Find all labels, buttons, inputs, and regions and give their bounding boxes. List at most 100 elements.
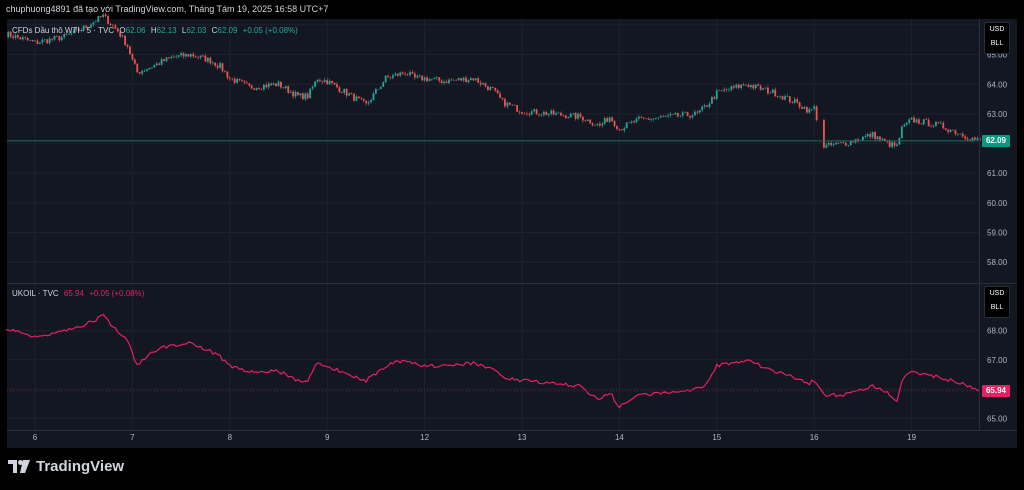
candle-body [126,44,129,47]
wti-c-value: 62.09 [217,26,238,35]
candle-body [506,102,509,107]
candle-body [832,144,835,146]
candle-body [131,54,134,60]
candle-body [747,84,750,88]
candle-body [684,112,687,113]
candle-body [355,96,358,101]
candle-body [757,84,760,86]
candle-body [180,53,182,56]
candle-body [155,63,158,66]
candle-body [499,93,501,98]
candle-body [564,115,567,119]
candle-body [68,33,70,35]
candle-body [932,125,935,127]
candle-body [701,106,704,111]
candle-body [676,112,679,117]
candle-body [7,31,10,38]
ukoil-unit-box[interactable]: USD BLL [984,286,1010,318]
candle-body [56,36,58,37]
candle-body [265,84,268,88]
candle-body [26,38,29,41]
candle-body [949,129,952,132]
tradingview-footer[interactable]: TradingView [8,458,124,475]
candle-body [163,59,165,62]
candle-body [513,105,516,106]
candle-body [652,118,655,120]
ukoil-legend[interactable]: UKOIL · TVC 65.94 +0.05 (+0.08%) [12,289,144,298]
candle-body [521,112,523,114]
candle-body [479,82,482,85]
candle-body [185,53,187,57]
candle-body [732,86,735,88]
candle-body [433,78,436,80]
candle-body [611,117,613,122]
candle-body [112,24,114,26]
chart-canvas[interactable]: 66.0065.0064.0063.0062.0061.0060.0059.00… [0,0,1024,450]
time-axis-label: 16 [810,433,819,442]
candle-body [9,31,12,37]
candle-body [767,87,769,94]
candle-body [384,75,387,83]
candle-body [63,34,66,38]
candle-body [245,82,248,84]
wti-legend[interactable]: CFDs Dầu thô WTI · 5 · TVC O62.06 H62.13… [12,26,298,35]
candle-body [830,142,833,146]
time-axis[interactable]: 6 7 8 9 12 13 14 15 16 19 [33,433,917,442]
candle-body [786,96,789,97]
candle-body [586,119,589,122]
candle-body [737,84,740,88]
candle-body [445,81,448,84]
candle-body [518,111,521,113]
candle-body [226,71,229,78]
candle-body [511,104,514,106]
candle-body [964,136,967,139]
candle-body [90,24,92,28]
wti-h-label: H [150,26,157,35]
candle-body [504,99,506,107]
candle-body [625,122,628,129]
candle-body [947,129,950,132]
candle-body [825,144,828,148]
candle-body [893,142,896,146]
candle-body [24,37,27,39]
candle-body [413,73,416,78]
ukoil-last-price-badge: 65.94 [982,384,1010,397]
candle-body [577,113,579,119]
candle-body [175,56,178,58]
candle-body [228,77,231,79]
candle-body [297,91,299,96]
candle-body [277,81,280,87]
time-axis-label: 8 [228,433,233,442]
candle-body [462,77,465,81]
candle-body [545,112,548,116]
candle-body [708,103,711,107]
candle-body [974,137,976,140]
candle-body [835,142,838,145]
candle-body [153,65,156,68]
candle-body [233,78,236,83]
candle-body [550,110,553,114]
wti-unit-measure: BLL [990,40,1004,47]
candle-body [168,57,170,59]
candle-body [740,84,743,88]
candle-body [43,39,46,41]
candle-body [38,42,41,44]
candle-body [942,122,945,129]
candle-body [686,112,689,116]
candle-body [862,136,864,141]
candle-body [791,101,794,103]
candle-body [357,96,360,99]
candle-body [706,105,708,107]
candle-body [204,55,207,62]
candle-body [182,53,185,57]
time-axis-label: 6 [33,433,38,442]
candle-body [730,86,733,90]
candle-body [637,116,640,119]
candle-body [367,102,370,104]
candle-body [80,30,83,31]
candle-body [48,38,51,44]
candle-body [202,55,204,57]
wti-unit-box[interactable]: USD BLL [984,22,1010,54]
candle-body [238,78,241,81]
candle-body [698,110,701,113]
